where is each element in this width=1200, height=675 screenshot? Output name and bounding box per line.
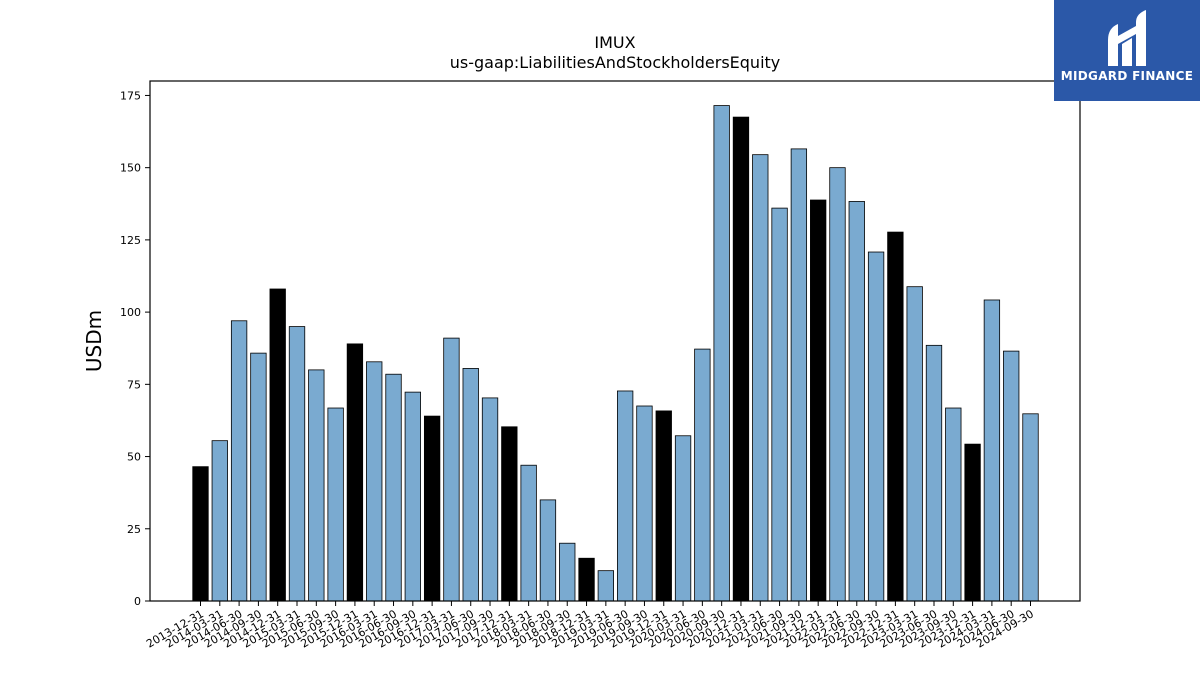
bar-2015-06-30 (308, 369, 325, 602)
bar-2022-09-30 (867, 251, 885, 602)
bar-2022-06-30 (848, 201, 865, 602)
bar-2013-12-31 (192, 466, 209, 602)
bar-2018-03-31 (520, 464, 537, 602)
bars-group (192, 105, 1039, 602)
y-tick-label: 150 (120, 162, 141, 175)
y-axis: 0 25 50 75 100 125 150 175 (120, 89, 150, 608)
bar-2015-12-31 (346, 343, 364, 602)
bar-2020-03-31 (674, 435, 692, 602)
bar-2023-06-30 (925, 344, 943, 602)
bar-2021-12-31 (810, 199, 827, 602)
bar-2022-12-31 (887, 231, 904, 602)
bar-2024-09-30 (1022, 413, 1039, 602)
bar-2024-06-30 (1003, 350, 1020, 602)
logo-text: MIDGARD FINANCE (1061, 69, 1193, 83)
y-tick-label: 100 (120, 306, 141, 319)
bar-2017-09-30 (481, 397, 499, 602)
bar-2014-09-30 (250, 352, 267, 602)
y-tick-label: 0 (134, 595, 141, 608)
y-tick-label: 25 (127, 523, 141, 536)
bar-2016-12-31 (423, 415, 441, 602)
bar-2017-06-30 (462, 368, 479, 602)
chart-title: IMUX (594, 33, 635, 52)
bar-2019-03-31 (597, 570, 614, 602)
bar-2015-09-30 (327, 407, 344, 602)
y-axis-label: USDm (82, 310, 106, 372)
bar-2018-06-30 (539, 499, 557, 602)
bar-2017-03-31 (443, 337, 460, 602)
bar-2023-03-31 (906, 286, 923, 602)
bar-2017-12-31 (501, 426, 518, 602)
bar-2021-09-30 (790, 148, 808, 602)
y-tick-label: 175 (120, 89, 141, 102)
bar-2020-12-31 (732, 116, 750, 602)
bar-2019-12-31 (655, 410, 672, 602)
bar-2015-03-31 (288, 326, 306, 602)
bar-2023-09-30 (945, 407, 962, 602)
bar-2016-09-30 (404, 391, 421, 602)
logo-mark-icon (1108, 10, 1146, 66)
bar-2014-12-31 (269, 288, 286, 602)
bar-2019-09-30 (636, 405, 653, 602)
chart-subtitle: us-gaap:LiabilitiesAndStockholdersEquity (450, 53, 781, 72)
bar-2020-09-30 (713, 105, 730, 602)
bar-2019-06-30 (617, 390, 634, 602)
bar-2018-09-30 (559, 542, 576, 602)
plot-frame (149, 80, 1081, 602)
bar-2023-12-31 (964, 443, 981, 602)
bar-2016-03-31 (366, 361, 383, 602)
y-tick-label: 125 (120, 234, 141, 247)
bar-2021-06-30 (771, 207, 788, 602)
y-tick-label: 50 (127, 451, 141, 464)
bar-2014-06-30 (230, 320, 248, 602)
y-tick-label: 75 (127, 378, 141, 391)
bar-2024-03-31 (983, 299, 1001, 602)
bar-2020-06-30 (694, 348, 711, 602)
bar-2022-03-31 (829, 167, 846, 602)
bar-2018-12-31 (578, 557, 595, 602)
bar-2014-03-31 (211, 440, 228, 602)
x-axis: 2013-12-312014-03-312014-06-302014-09-30… (144, 601, 1036, 651)
bar-2021-03-31 (752, 154, 769, 602)
midgard-finance-logo: MIDGARD FINANCE (1054, 0, 1200, 101)
bar-2016-06-30 (385, 373, 402, 602)
